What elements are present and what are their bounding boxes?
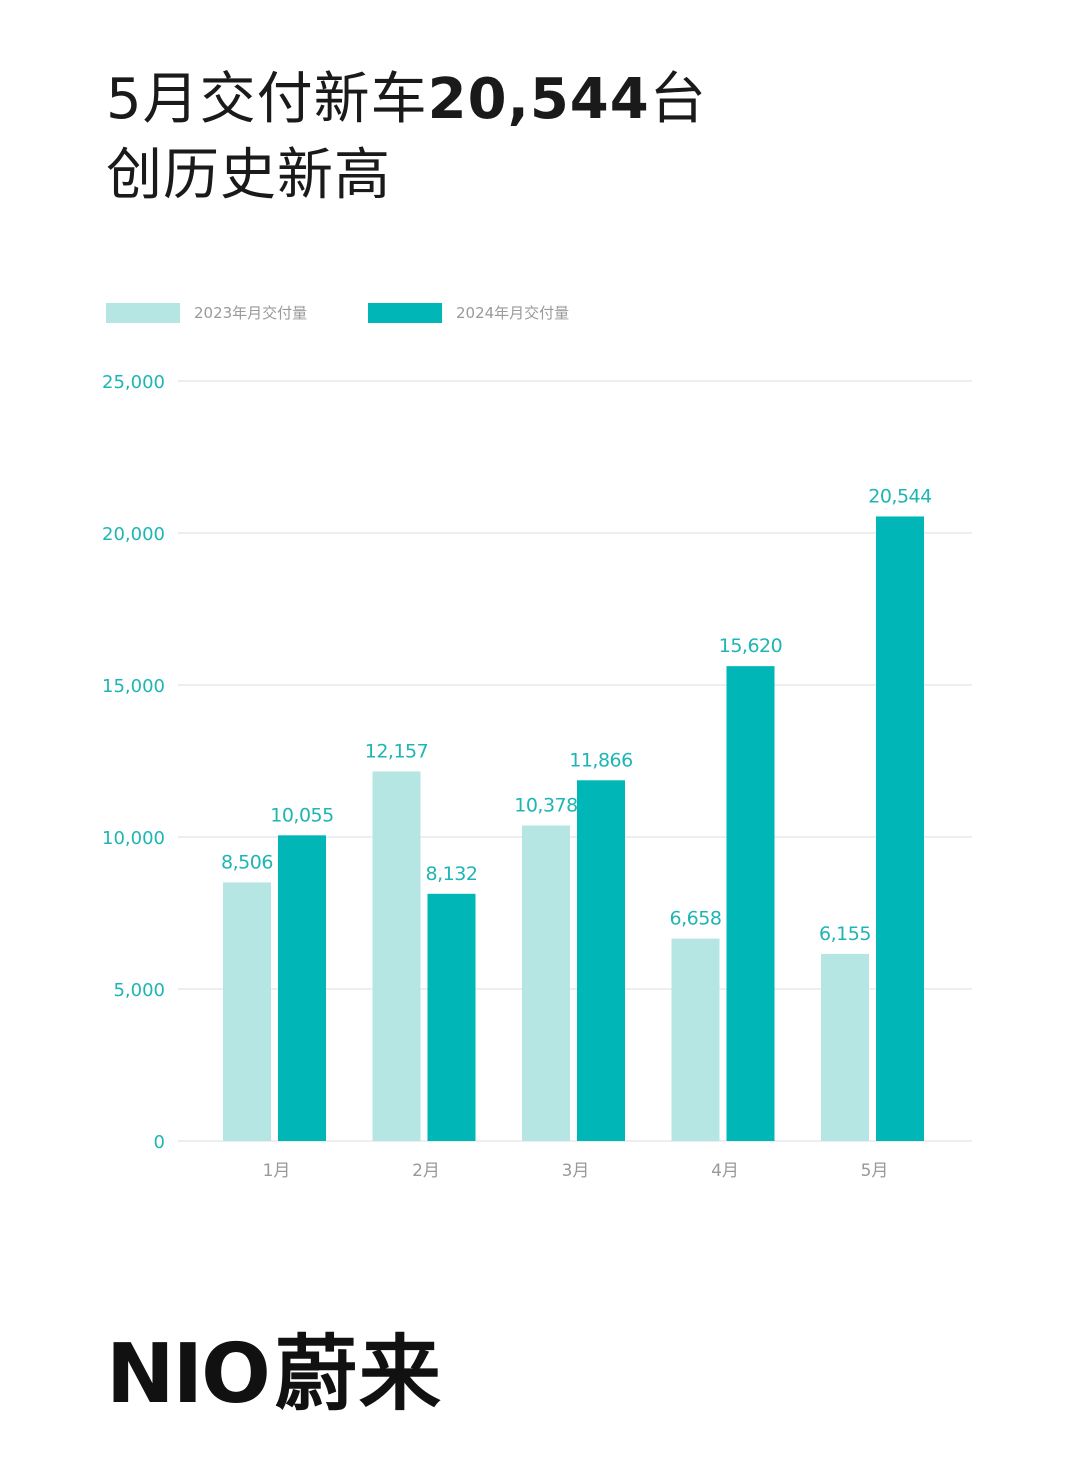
legend-item-2023: 2023年月交付量 [106,302,307,323]
brand-logo: NIO蔚来 [106,1330,443,1420]
bar-2024 [427,893,476,1141]
data-label: 6,658 [670,908,722,930]
data-label: 8,132 [426,863,478,885]
legend-item-2024: 2024年月交付量 [368,302,569,323]
data-label: 6,155 [819,923,871,945]
x-tick-label: 2月 [412,1161,440,1181]
data-label: 8,506 [221,851,273,873]
bar-2024 [278,835,326,1141]
bar-2024 [876,516,924,1141]
data-label: 11,866 [569,749,632,771]
y-tick-label: 5,000 [113,980,165,1001]
bar-2023 [372,771,421,1141]
headline-suffix: 台 [649,67,707,132]
bar-2023 [671,938,720,1141]
y-tick-label: 10,000 [102,828,165,849]
x-tick-label: 1月 [263,1161,291,1181]
y-tick-label: 20,000 [102,524,165,545]
x-tick-label: 3月 [562,1161,590,1181]
brand-latin: NIO [106,1327,271,1422]
bar-2023 [821,953,869,1141]
data-label: 10,378 [514,795,577,817]
brand-chinese: 蔚来 [274,1327,443,1422]
data-label: 10,055 [270,804,333,826]
y-tick-label: 15,000 [102,676,165,697]
x-tick-label: 5月 [861,1161,889,1181]
legend-swatch-2023 [106,302,180,323]
legend-label-2023: 2023年月交付量 [194,304,308,322]
data-label: 20,544 [868,485,932,507]
x-tick-label: 4月 [711,1161,739,1181]
y-tick-label: 0 [154,1132,165,1153]
headline-number: 20,544 [427,67,650,132]
headline: 5月交付新车20,544台 创历史新高 [106,62,707,214]
legend-swatch-2024 [368,302,442,323]
bar-2024 [726,666,775,1141]
headline-line-2: 创历史新高 [106,143,391,208]
legend-label-2024: 2024年月交付量 [456,304,570,322]
bar-chart: 0 5,000 10,000 15,000 20,000 25,000 8,506 10,05… [102,372,972,1181]
data-label: 15,620 [719,635,782,657]
y-tick-label: 25,000 [102,372,165,393]
bar-2024 [577,780,625,1141]
data-label: 12,157 [365,740,428,762]
headline-line-1: 5月交付新车20,544台 [106,62,707,138]
headline-prefix: 5月交付新车 [106,67,428,132]
bar-2023 [223,882,271,1141]
bar-2023 [522,825,570,1141]
